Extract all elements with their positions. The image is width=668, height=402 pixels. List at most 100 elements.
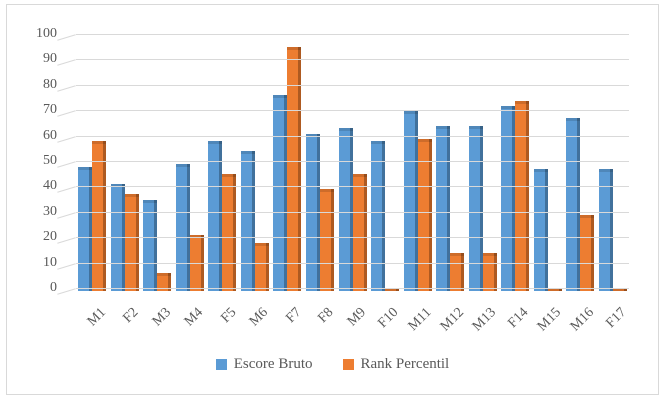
bar-top-bevel bbox=[240, 151, 255, 155]
legend-label-rank-percentil: Rank Percentil bbox=[360, 356, 450, 372]
bar-top-bevel bbox=[403, 110, 418, 114]
bar-group bbox=[336, 34, 369, 291]
bar-rank-percentil bbox=[417, 138, 432, 291]
gridline-depth-tick bbox=[57, 288, 76, 295]
bar-group bbox=[564, 34, 597, 291]
bar-top-bevel bbox=[352, 174, 367, 178]
bar-top-bevel bbox=[273, 95, 288, 99]
bar-group bbox=[174, 34, 207, 291]
x-axis-label: F2 bbox=[120, 305, 142, 327]
bar-top-bevel bbox=[208, 141, 223, 145]
bar-rank-percentil bbox=[547, 288, 562, 292]
x-axis: M1 F2 M3 M4 F5 M6 F7 F8 M9 F10 M11 M12 M13 F14 M15 M16 F… bbox=[76, 297, 630, 357]
bar-top-bevel bbox=[143, 199, 158, 203]
legend-item-rank-percentil: Rank Percentil bbox=[342, 356, 450, 373]
bar-group bbox=[304, 34, 337, 291]
x-axis-label: F17 bbox=[603, 305, 630, 332]
bar-group bbox=[466, 34, 499, 291]
bar-rank-percentil bbox=[482, 252, 497, 291]
x-axis-label: M11 bbox=[405, 305, 435, 334]
bar-rank-percentil bbox=[319, 189, 334, 291]
bar-top-bevel bbox=[92, 141, 107, 145]
bar-group bbox=[434, 34, 467, 291]
x-axis-label: M9 bbox=[344, 305, 370, 330]
gridline-depth-tick bbox=[57, 59, 76, 67]
y-axis-tick-label: 30 bbox=[43, 203, 57, 219]
y-axis-tick-label: 60 bbox=[43, 127, 57, 143]
bar-top-bevel bbox=[482, 252, 497, 256]
gridline-depth-tick bbox=[57, 85, 76, 92]
gridline bbox=[76, 237, 629, 239]
bar-escore-bruto bbox=[143, 199, 158, 291]
x-axis-label: M3 bbox=[149, 305, 174, 330]
bar-top-bevel bbox=[468, 125, 483, 129]
bar-group bbox=[401, 34, 434, 291]
gridline-depth-tick bbox=[57, 110, 76, 117]
bar-rank-percentil bbox=[612, 288, 627, 292]
bar-top-bevel bbox=[436, 125, 451, 129]
bar-rank-percentil bbox=[352, 174, 367, 291]
x-axis-cell: F10 bbox=[369, 297, 402, 357]
x-axis-label: M1 bbox=[84, 305, 109, 330]
bar-rank-percentil bbox=[254, 242, 269, 291]
bar-escore-bruto bbox=[566, 118, 581, 291]
bar-top-bevel bbox=[338, 128, 353, 132]
legend-item-escore-bruto: Escore Bruto bbox=[215, 356, 313, 373]
bar-top-bevel bbox=[157, 273, 172, 277]
bar-group bbox=[76, 34, 109, 291]
bar-escore-bruto bbox=[208, 141, 223, 291]
x-axis-label: M12 bbox=[437, 305, 467, 335]
bar-top-bevel bbox=[319, 189, 334, 193]
x-axis-cell: M12 bbox=[434, 297, 467, 357]
bar-rank-percentil bbox=[222, 174, 237, 291]
bar-top-bevel bbox=[305, 133, 320, 137]
bar-top-bevel bbox=[78, 166, 93, 170]
bar-top-bevel bbox=[124, 194, 139, 198]
gridline bbox=[76, 186, 629, 188]
bar-top-bevel bbox=[417, 138, 432, 142]
legend: Escore Bruto Rank Percentil bbox=[7, 356, 658, 373]
gridline-depth-tick bbox=[57, 135, 76, 143]
bar-rank-percentil bbox=[515, 100, 530, 291]
gridline-depth-tick bbox=[57, 186, 76, 194]
gridline bbox=[76, 288, 629, 289]
x-axis-cell: F5 bbox=[206, 297, 239, 357]
x-axis-label: F7 bbox=[282, 305, 305, 327]
bar-group bbox=[141, 34, 174, 291]
x-axis-cell: M1 bbox=[76, 297, 109, 357]
x-axis-cell: F8 bbox=[304, 297, 337, 357]
bar-rank-percentil bbox=[157, 273, 172, 291]
bar-groups bbox=[76, 34, 630, 292]
x-axis-cell: M13 bbox=[466, 297, 499, 357]
gridline bbox=[76, 59, 629, 61]
gridline bbox=[76, 161, 629, 162]
x-axis-cell: M9 bbox=[336, 297, 369, 357]
bar-escore-bruto bbox=[403, 110, 418, 291]
bar-escore-bruto bbox=[436, 125, 451, 291]
gridline bbox=[76, 110, 629, 112]
gridline bbox=[76, 262, 629, 264]
bar-top-bevel bbox=[385, 288, 400, 292]
x-axis-cell: F7 bbox=[271, 297, 304, 357]
bar-group bbox=[206, 34, 239, 291]
bar-escore-bruto bbox=[533, 169, 548, 291]
bar-group bbox=[499, 34, 532, 291]
y-axis-tick-label: 10 bbox=[43, 254, 57, 270]
gridline bbox=[76, 84, 629, 86]
x-axis-label: F14 bbox=[505, 305, 532, 332]
legend-swatch-escore-bruto-icon bbox=[215, 359, 227, 370]
bar-top-bevel bbox=[580, 214, 595, 218]
x-axis-cell: M6 bbox=[239, 297, 271, 357]
x-axis-label: M4 bbox=[182, 305, 207, 330]
bar-group bbox=[109, 34, 142, 291]
bar-rank-percentil bbox=[385, 288, 400, 292]
bar-group bbox=[597, 34, 630, 292]
gridline-depth-tick bbox=[57, 262, 76, 270]
x-axis-label: F5 bbox=[217, 305, 239, 327]
x-axis-cell: M4 bbox=[174, 297, 207, 357]
y-axis-tick-label: 0 bbox=[50, 280, 57, 295]
gridline-depth-tick bbox=[57, 212, 76, 219]
bar-group bbox=[271, 34, 304, 291]
x-axis-label: F8 bbox=[315, 305, 337, 327]
gridline-depth-tick bbox=[57, 34, 76, 41]
